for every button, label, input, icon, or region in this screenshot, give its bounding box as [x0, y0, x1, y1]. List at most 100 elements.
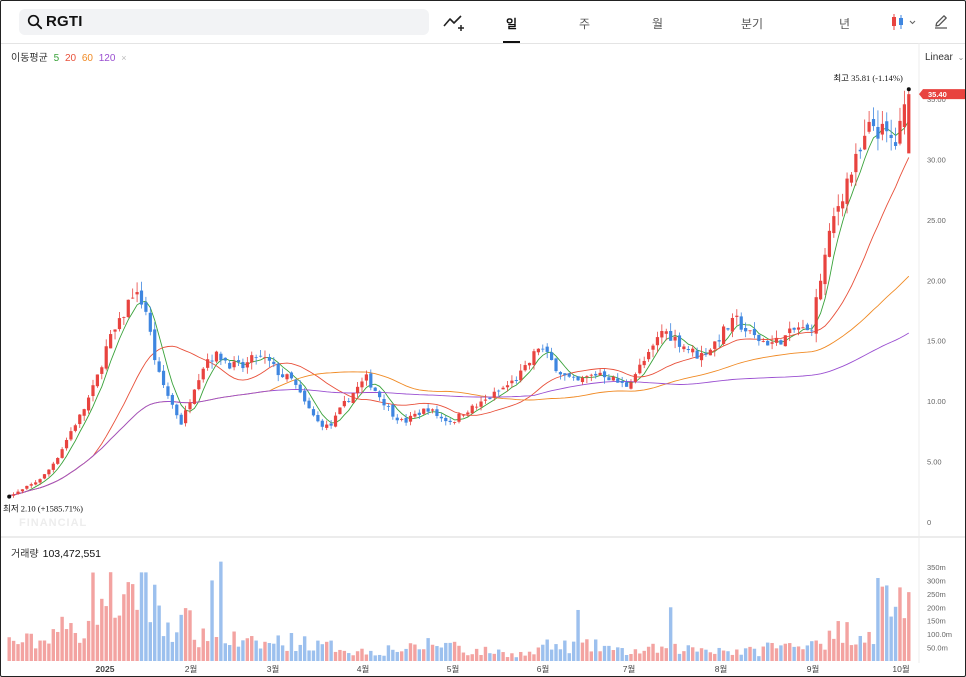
volume-bar — [452, 641, 457, 661]
candle — [541, 344, 545, 353]
active-tab-indicator — [503, 41, 520, 43]
candle — [382, 394, 386, 411]
high-marker — [906, 87, 911, 92]
candle — [439, 413, 443, 422]
candle — [783, 335, 787, 347]
volume-bar — [840, 642, 845, 661]
candle — [686, 345, 690, 354]
tab-weekly[interactable]: 주 — [579, 17, 591, 31]
volume-bar — [338, 649, 342, 661]
volume-bar — [743, 648, 748, 661]
high-label: 최고 — [833, 73, 851, 83]
volume-value: 103,472,551 — [42, 548, 102, 560]
candle-body — [863, 135, 867, 150]
search-box[interactable]: RGTI — [19, 9, 429, 35]
candle — [228, 359, 232, 370]
candle-body — [408, 415, 413, 422]
volume-bar — [765, 642, 770, 661]
candle-body — [223, 357, 227, 361]
candle-body — [836, 206, 840, 212]
candle-body — [206, 359, 210, 368]
price-tick-label: 25.00 — [927, 216, 946, 225]
volume-bar — [629, 654, 633, 661]
candle-body — [342, 400, 346, 407]
candle — [585, 375, 589, 384]
close-icon[interactable]: × — [121, 53, 127, 63]
volume-bar — [444, 642, 448, 661]
candle-body — [497, 390, 501, 392]
volume-bar — [329, 640, 333, 661]
ma-legend-title: 이동평균 — [11, 53, 48, 64]
volume-bar — [201, 628, 205, 661]
candle — [814, 288, 818, 343]
volume-bar — [100, 598, 104, 661]
volume-bar — [179, 614, 183, 661]
volume-bar — [748, 646, 752, 661]
tab-monthly[interactable]: 월 — [652, 17, 664, 31]
candle — [748, 330, 752, 335]
tab-quarterly[interactable]: 분기 — [741, 17, 764, 31]
candle-body — [113, 329, 117, 332]
volume-bar — [907, 592, 911, 661]
x-tick-label: 9월 — [807, 664, 820, 674]
candle — [483, 394, 488, 404]
candle-body — [258, 355, 263, 357]
candle — [858, 147, 862, 159]
volume-bar — [38, 640, 42, 661]
candle — [325, 420, 329, 431]
candle — [117, 312, 122, 332]
candle-body — [360, 381, 364, 388]
candle-body — [148, 312, 152, 332]
candle — [739, 312, 743, 333]
volume-bar — [60, 616, 64, 661]
candle-body — [307, 400, 311, 409]
volume-bar — [25, 633, 29, 661]
volume-bar — [545, 639, 549, 661]
candle-body — [430, 409, 435, 411]
candlestick-type-icon[interactable] — [891, 13, 917, 31]
candle — [245, 357, 249, 374]
candle — [766, 340, 770, 346]
volume-bar — [117, 615, 122, 661]
volume-bar — [351, 655, 355, 661]
pencil-icon[interactable] — [933, 13, 949, 29]
candle — [404, 413, 408, 426]
candle-body — [197, 380, 201, 390]
volume-bar — [223, 643, 227, 661]
ticker-symbol[interactable]: RGTI — [46, 13, 83, 30]
candle — [757, 334, 761, 346]
candle-body — [170, 394, 174, 405]
candle — [391, 403, 395, 420]
candle — [633, 372, 637, 384]
scale-selector[interactable]: Linear ⌄ — [925, 52, 964, 63]
volume-tick-label: 100.0m — [927, 630, 952, 639]
low-value: 2.10 (+1585.71%) — [21, 504, 83, 514]
candle-body — [761, 341, 765, 342]
volume-bar — [519, 651, 523, 661]
candle — [752, 322, 757, 339]
volume-bar — [536, 647, 541, 661]
candle-body — [391, 404, 395, 417]
volume-bar — [792, 646, 796, 661]
volume-bar — [430, 644, 435, 661]
candle — [51, 461, 55, 473]
price-tick-label: 5.00 — [927, 458, 942, 467]
candle — [735, 309, 739, 326]
candle — [554, 357, 558, 373]
candle-body — [810, 330, 814, 332]
candle-body — [545, 346, 549, 352]
candle-body — [845, 178, 849, 204]
candle — [254, 354, 258, 365]
compare-chart-icon[interactable] — [443, 13, 465, 33]
tab-yearly[interactable]: 년 — [839, 17, 851, 31]
candle — [867, 111, 871, 134]
candle — [29, 482, 33, 489]
candle — [12, 492, 16, 498]
tab-daily[interactable]: 일 — [506, 17, 518, 31]
moving-average-legend[interactable]: 이동평균 5 20 60 120 × — [11, 49, 129, 64]
candle — [545, 343, 549, 359]
candle-body — [519, 370, 523, 381]
candle-body — [691, 348, 695, 353]
volume-bar — [713, 653, 717, 661]
